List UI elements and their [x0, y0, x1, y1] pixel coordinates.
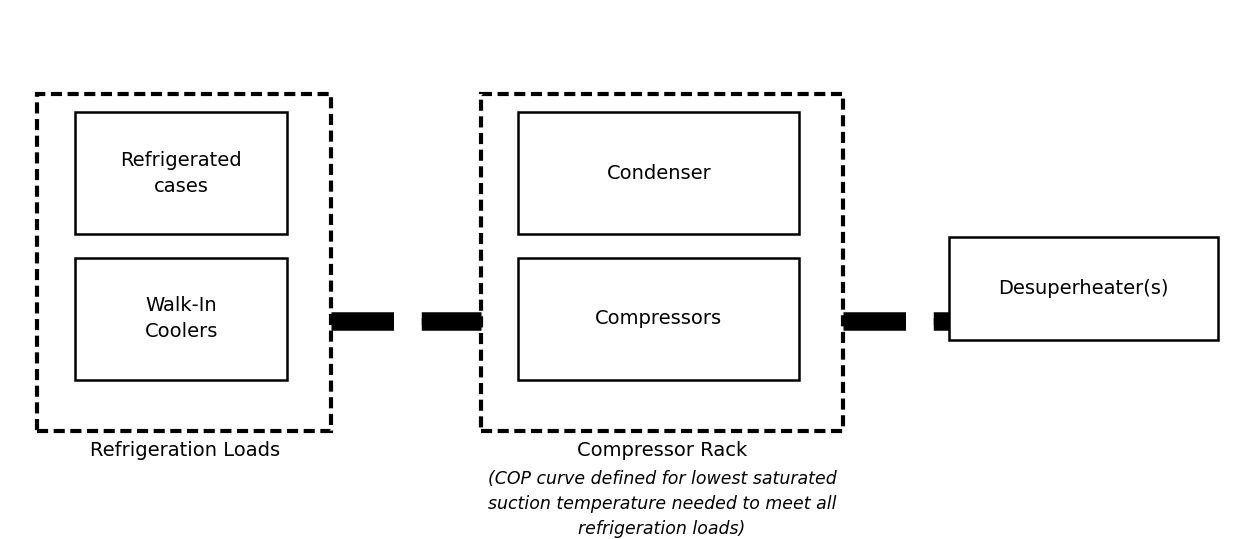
Bar: [481, 94, 843, 431]
Bar: [75, 258, 287, 379]
Bar: [518, 258, 799, 379]
Bar: [37, 94, 331, 431]
Text: (COP curve defined for lowest saturated
suction temperature needed to meet all
r: (COP curve defined for lowest saturated …: [487, 470, 837, 538]
Bar: [518, 113, 799, 234]
Text: Desuperheater(s): Desuperheater(s): [998, 279, 1169, 298]
Text: Walk-In
Coolers: Walk-In Coolers: [145, 296, 217, 342]
Text: Compressors: Compressors: [596, 309, 722, 328]
Bar: [949, 237, 1218, 340]
Text: Condenser: Condenser: [607, 164, 711, 183]
Bar: [75, 113, 287, 234]
Text: Refrigeration Loads: Refrigeration Loads: [90, 441, 280, 460]
Text: Compressor Rack: Compressor Rack: [577, 441, 747, 460]
Text: Refrigerated
cases: Refrigerated cases: [120, 151, 242, 196]
